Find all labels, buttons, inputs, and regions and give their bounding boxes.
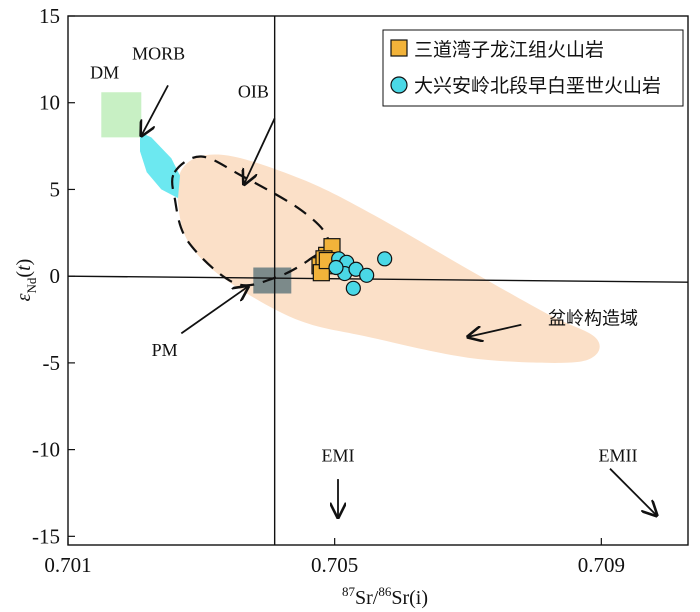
y-tick-label: 5 [50,177,61,201]
horizontal-reference-line [67,275,689,283]
region-dm [101,92,142,138]
plot-frame [67,15,689,546]
legend-square-marker [390,39,408,57]
legend-label-series-2: 大兴安岭北段早白垩世火山岩 [414,75,661,97]
region-pm [253,267,292,294]
y-tick-label: 15 [39,4,60,28]
annotation-label-5: EMI [322,446,355,466]
annotation-label-0: DM [90,62,119,82]
legend-box [382,29,684,107]
y-tick-label: -15 [32,524,60,548]
legend-label-series-1: 三道湾子龙江组火山岩 [414,39,604,61]
y-tick-label: -10 [32,438,60,462]
data-points-layer [311,238,393,296]
legend-circle-marker [390,76,408,94]
data-point-circle-7 [377,251,393,267]
annotation-label-6: EMII [599,446,638,466]
annotation-label-3: PM [152,340,178,360]
x-tick-label: 0.701 [44,553,91,577]
annotation-arrow-2 [244,117,276,184]
oib-field-outline [171,155,330,287]
annotation-arrow-6 [609,468,657,516]
axes-layer: 15 10 5 0 -5 -10 -15 0.701 0.705 0.709 [32,4,689,577]
y-tick-label: 10 [39,91,60,115]
x-axis-title: 87Sr/86Sr(i) [342,584,428,609]
annotation-arrow-1 [141,84,169,135]
annotation-label-1: MORB [132,43,185,63]
data-point-circle-3 [328,259,344,276]
annotation-arrow-4 [468,323,522,337]
regions-layer [101,92,600,363]
y-tick-label: -5 [43,351,61,375]
y-axis-title: εNd(t) [13,259,39,302]
annotation-label-2: OIB [238,82,269,102]
data-point-circle-5 [359,267,375,283]
x-tick-label: 0.705 [311,553,358,577]
y-tick-label: 0 [50,264,61,288]
data-point-circle-6 [345,280,361,296]
annotations-layer: DM MORB OIB PM 盆岭构造域 EMI EMII [90,43,657,517]
annotation-label-4: 盆岭构造域 [548,309,638,330]
legend: 三道湾子龙江组火山岩 大兴安岭北段早白垩世火山岩 [382,29,684,107]
x-tick-label: 0.709 [578,553,625,577]
region-morb [140,132,180,199]
reference-lines [67,16,689,545]
annotation-arrow-3 [180,287,248,335]
oib-outline-layer [171,155,330,287]
